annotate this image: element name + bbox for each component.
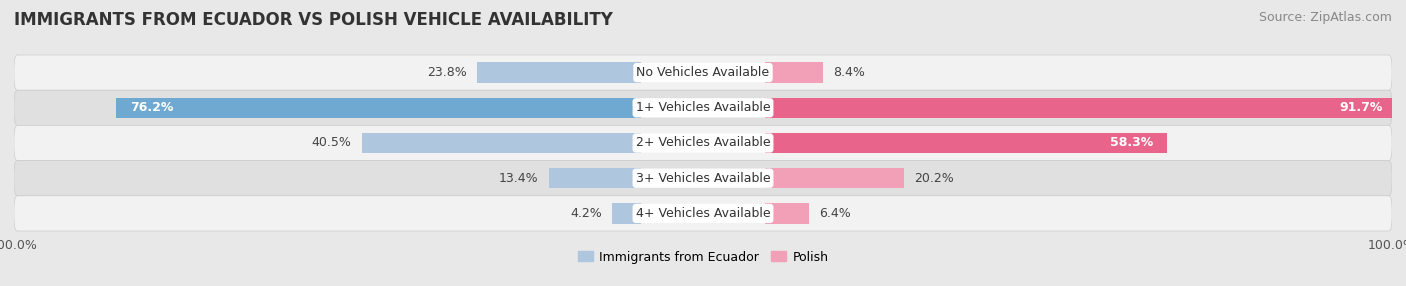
Bar: [548, 168, 641, 188]
Text: IMMIGRANTS FROM ECUADOR VS POLISH VEHICLE AVAILABILITY: IMMIGRANTS FROM ECUADOR VS POLISH VEHICL…: [14, 11, 613, 29]
Text: 6.4%: 6.4%: [820, 207, 851, 220]
Bar: [612, 203, 641, 224]
Text: 4.2%: 4.2%: [569, 207, 602, 220]
Text: 8.4%: 8.4%: [834, 66, 865, 79]
Text: 91.7%: 91.7%: [1340, 101, 1384, 114]
FancyBboxPatch shape: [14, 196, 1392, 231]
Text: 40.5%: 40.5%: [312, 136, 352, 150]
Text: 1+ Vehicles Available: 1+ Vehicles Available: [636, 101, 770, 114]
Text: 13.4%: 13.4%: [499, 172, 538, 185]
FancyBboxPatch shape: [14, 55, 1392, 90]
Text: 23.8%: 23.8%: [427, 66, 467, 79]
Legend: Immigrants from Ecuador, Polish: Immigrants from Ecuador, Polish: [572, 246, 834, 269]
Text: Source: ZipAtlas.com: Source: ZipAtlas.com: [1258, 11, 1392, 24]
Text: 2+ Vehicles Available: 2+ Vehicles Available: [636, 136, 770, 150]
Bar: [765, 168, 904, 188]
FancyBboxPatch shape: [14, 90, 1392, 125]
Text: 4+ Vehicles Available: 4+ Vehicles Available: [636, 207, 770, 220]
FancyBboxPatch shape: [14, 125, 1392, 161]
Bar: [765, 133, 1167, 153]
FancyBboxPatch shape: [14, 161, 1392, 196]
Bar: [361, 133, 641, 153]
Bar: [117, 98, 641, 118]
Bar: [765, 203, 808, 224]
Bar: [765, 98, 1396, 118]
Text: No Vehicles Available: No Vehicles Available: [637, 66, 769, 79]
Bar: [477, 62, 641, 83]
Text: 3+ Vehicles Available: 3+ Vehicles Available: [636, 172, 770, 185]
Text: 58.3%: 58.3%: [1109, 136, 1153, 150]
Bar: [765, 62, 823, 83]
Text: 76.2%: 76.2%: [129, 101, 173, 114]
Text: 20.2%: 20.2%: [914, 172, 955, 185]
